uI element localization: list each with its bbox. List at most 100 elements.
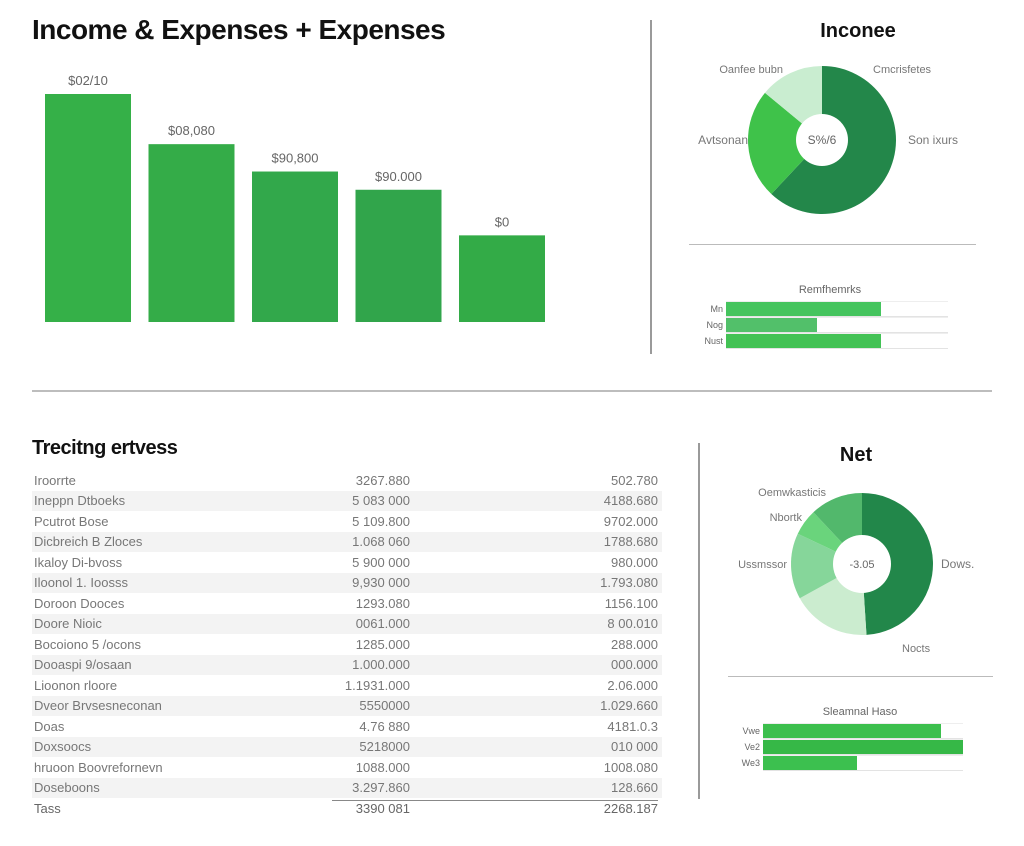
- bar-4: [355, 189, 442, 322]
- bar-data-label: $0: [495, 214, 509, 229]
- pie-label: Son ixurs: [908, 133, 958, 147]
- table-row: Pcutrot Bose 5 109.800 9702.000: [32, 511, 662, 532]
- row-total: 000.000: [611, 657, 658, 673]
- row-total: 1008.080: [603, 759, 658, 775]
- donut-hole: [796, 114, 848, 166]
- page-title: Income & Expenses + Expenses: [32, 14, 446, 45]
- mini-bar-track: [763, 739, 963, 755]
- income-expenses-bar-chart: $02/10 $08,080 $90,800 $90.000 $0: [45, 73, 545, 322]
- row-total: 010 000: [611, 739, 658, 755]
- mini-bar-label: Nog: [706, 320, 723, 330]
- mini-bar-title-2: Sleamnal Haso: [822, 706, 898, 718]
- net-pie-chart: -3.05 Dows. Nocts Ussmssor Nbortk Oemwkastici…: [738, 487, 974, 655]
- pie-slice: [862, 493, 933, 635]
- mini-bar-fill: [763, 756, 857, 770]
- row-label: Doxsoocs: [34, 739, 92, 755]
- mini-bar-row: Ve2: [734, 739, 964, 755]
- row-label: Dicbreich B Zloces: [34, 534, 143, 550]
- pie-label: Dows.: [941, 557, 974, 571]
- mini-bar-title-1: Remfhemrks: [798, 284, 862, 296]
- income-pie-chart: S%/6 Cmcrisfetes Son ixurs Avtsonan Oanfee b…: [698, 64, 958, 214]
- row-label: Iroorrte: [34, 472, 76, 488]
- pie-label: Ussmssor: [738, 559, 787, 571]
- table-row: Doas 4.76 880 4181.0.3: [32, 716, 662, 737]
- pie-label: Cmcrisfetes: [873, 64, 932, 76]
- mini-bar-fill: [763, 724, 941, 738]
- table-row: Iroorrte 3267.880 502.780: [32, 470, 662, 491]
- pie-slice: [791, 533, 862, 599]
- donut-hole: [833, 535, 891, 593]
- bar-data-label: $02/10: [68, 73, 108, 88]
- pie-slice: [748, 92, 822, 194]
- row-amount: 1293.080: [355, 595, 410, 611]
- pie-label: Oanfee bubn: [719, 64, 783, 76]
- row-total: 980.000: [611, 554, 658, 570]
- table-row: Lioonon rloore 1.1931.000 2.06.000: [32, 675, 662, 696]
- pie-label: Nocts: [902, 643, 931, 655]
- horizontal-section-divider: [32, 390, 992, 392]
- row-amount: 1088.000: [355, 759, 410, 775]
- row-label: Pcutrot Bose: [34, 513, 109, 529]
- mini-bar-label: Mn: [710, 304, 723, 314]
- row-amount: 5218000: [359, 739, 410, 755]
- table-row: Dicbreich B Zloces 1.068 060 1788.680: [32, 531, 662, 552]
- row-total: 8 00.010: [607, 616, 658, 632]
- row-label: Iloonol 1. Ioosss: [34, 575, 128, 591]
- mini-bar-track: [726, 333, 948, 349]
- table-row: Doxsoocs 5218000 010 000: [32, 736, 662, 757]
- mini-bar-row: Mn: [697, 301, 949, 317]
- table-row: hruoon Boovrefornevn 1088.000 1008.080: [32, 757, 662, 778]
- row-total: 4181.0.3: [607, 718, 658, 734]
- row-amount: 4.76 880: [359, 718, 410, 734]
- vertical-divider-top: [650, 20, 652, 354]
- table-row: Dveor Brvsesneconan 5550000 1.029.660: [32, 695, 662, 716]
- row-amount: 3390 081: [332, 800, 410, 816]
- bar-1: [45, 94, 131, 322]
- bar-5: [459, 235, 545, 322]
- row-total: 1156.100: [604, 595, 658, 611]
- row-label: Doore Nioic: [34, 616, 102, 632]
- income-panel-divider: [689, 244, 976, 245]
- net-panel-divider: [728, 676, 993, 677]
- mini-bar-row: Vwe: [734, 723, 964, 739]
- table-row: Doseboons 3.297.860 128.660: [32, 777, 662, 798]
- row-label: Doas: [34, 718, 65, 734]
- row-total: 288.000: [611, 636, 658, 652]
- pie-label: Nbortk: [770, 512, 803, 524]
- mini-bar-track: [726, 301, 948, 317]
- mini-bar-chart-2: Vwe Ve2 We3: [734, 723, 964, 771]
- mini-bar-label: We3: [741, 758, 760, 768]
- pie-label: Avtsonan: [698, 133, 748, 147]
- table-row: Iloonol 1. Ioosss 9,930 000 1.793.080: [32, 572, 662, 593]
- row-amount: 5550000: [359, 698, 410, 714]
- tracking-table: Iroorrte 3267.880 502.780 Ineppn Dtboeks 5 0…: [32, 470, 662, 819]
- bar-3: [252, 171, 338, 322]
- row-label: Bocoiono 5 /ocons: [34, 636, 141, 652]
- bar-2: [148, 144, 235, 322]
- pie-center-label: -3.05: [849, 559, 874, 571]
- row-amount: 1.068 060: [352, 534, 410, 550]
- row-amount: 9,930 000: [352, 575, 410, 591]
- pie-label: Oemwkasticis: [758, 487, 826, 499]
- row-total: 1.793.080: [600, 575, 658, 591]
- row-total: 502.780: [611, 472, 658, 488]
- pie-center-label: S%/6: [808, 133, 837, 147]
- mini-bar-row: We3: [734, 755, 964, 771]
- table-row: Doroon Dooces 1293.080 1156.100: [32, 593, 662, 614]
- bar-data-label: $08,080: [168, 123, 215, 138]
- row-amount: 1.000.000: [352, 657, 410, 673]
- row-label: Dooaspi 9/osaan: [34, 657, 132, 673]
- table-row: Ineppn Dtboeks 5 083 000 4188.680: [32, 490, 662, 511]
- row-amount: 5 109.800: [352, 513, 410, 529]
- row-label: Doseboons: [34, 780, 100, 796]
- row-total: 4188.680: [603, 493, 658, 509]
- table-title: Trecitng ertvess: [32, 437, 178, 459]
- row-amount: 3.297.860: [352, 780, 410, 796]
- row-label: Doroon Dooces: [34, 595, 125, 611]
- table-row: Bocoiono 5 /ocons 1285.000 288.000: [32, 634, 662, 655]
- row-total: 2.06.000: [607, 677, 658, 693]
- row-amount: 3267.880: [355, 472, 410, 488]
- table-row: Dooaspi 9/osaan 1.000.000 000.000: [32, 654, 662, 675]
- row-label: Lioonon rloore: [34, 677, 118, 693]
- mini-bar-label: Nust: [704, 336, 723, 346]
